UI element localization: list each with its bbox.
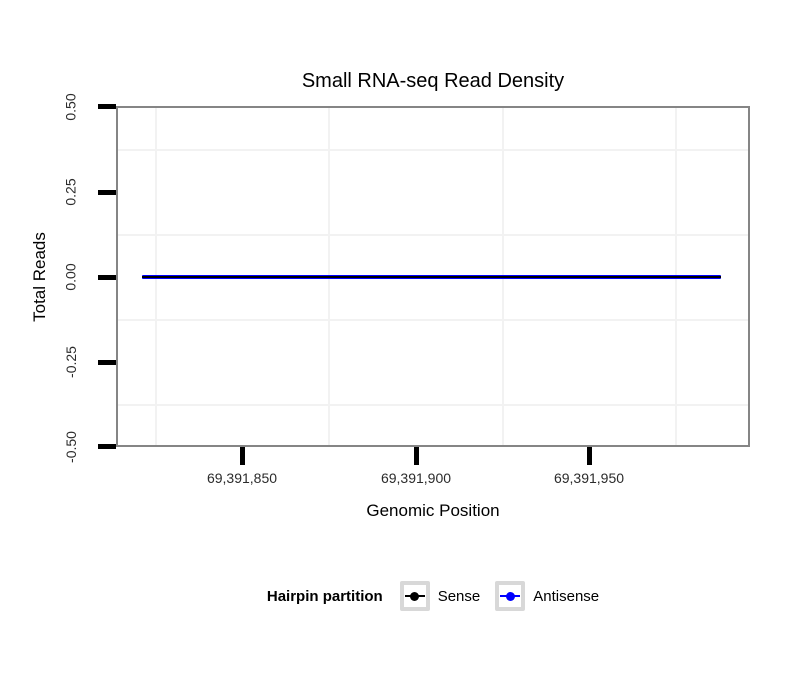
- y-axis-tick: [98, 104, 116, 109]
- minor-gridline-horizontal: [118, 319, 748, 321]
- x-axis-tick: [240, 447, 245, 465]
- legend-title: Hairpin partition: [266, 587, 383, 605]
- x-axis-title: Genomic Position: [366, 501, 500, 520]
- x-tick-label: 69,391,900: [380, 470, 452, 486]
- legend-label-antisense: Antisense: [533, 587, 600, 605]
- y-axis-tick: [98, 444, 116, 449]
- chart-title: Small RNA-seq Read Density: [301, 70, 565, 92]
- y-axis-tick: [98, 275, 116, 280]
- sense-point-icon: [410, 591, 420, 601]
- legend-key-antisense: [495, 581, 526, 611]
- x-tick-label: 69,391,950: [553, 470, 625, 486]
- plot-panel: [116, 106, 750, 447]
- data-line-sense: [142, 276, 721, 278]
- x-tick-label: 69,391,850: [206, 470, 278, 486]
- legend-key-sense: [399, 581, 430, 611]
- data-line-zero-reads: [142, 275, 721, 279]
- minor-gridline-horizontal: [118, 234, 748, 236]
- antisense-point-icon: [505, 591, 515, 601]
- y-axis-title: Total Reads: [30, 232, 49, 322]
- minor-gridline-horizontal: [118, 404, 748, 406]
- legend-label-sense: Sense: [437, 587, 481, 605]
- minor-gridline-horizontal: [118, 149, 748, 151]
- y-tick-label: -0.50: [62, 431, 79, 463]
- x-axis-tick: [587, 447, 592, 465]
- x-axis-tick: [414, 447, 419, 465]
- legend: Hairpin partition Sense Antisense: [78, 579, 788, 613]
- y-axis-tick: [98, 190, 116, 195]
- y-tick-label: 0.50: [63, 93, 79, 121]
- y-axis-tick: [98, 360, 116, 365]
